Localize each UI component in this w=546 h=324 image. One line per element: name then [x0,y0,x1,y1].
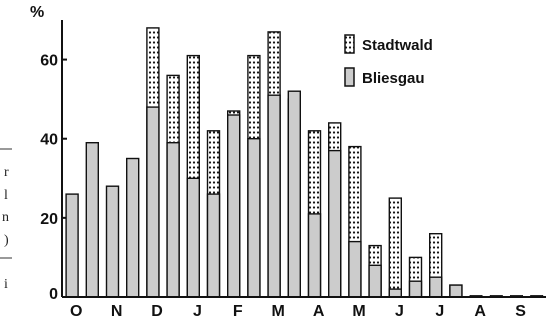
x-tick-label: S [515,303,526,320]
bar-bliesgau-J [186,177,201,298]
y-tick-label: 60 [40,53,58,70]
x-tick-label: M [272,303,285,320]
legend: Stadtwald Bliesgau [344,34,433,87]
margin-fragment: i [4,277,8,292]
margin-fragment: l [4,188,8,203]
x-tick-label: J [435,303,444,320]
bar-bliesgau-D [146,106,160,298]
y-axis: 0 20 40 60 [40,53,67,303]
bar-bliesgau-M [368,264,382,298]
bar-bliesgau-M [287,90,301,298]
x-tick-label: A [313,303,325,320]
x-tick-label: A [474,303,486,320]
legend-swatch-bliesgau [344,67,355,87]
x-tick-label: N [111,303,123,320]
bar-bliesgau-O [65,193,79,298]
margin-fragments: r l n ) i [0,148,12,292]
margin-fragment: n [2,210,9,225]
bar-bliesgau-D [166,141,180,298]
x-tick-label: D [151,303,163,320]
legend-label-bliesgau: Bliesgau [362,70,425,87]
legend-label-stadtwald: Stadtwald [362,37,433,54]
margin-fragment: ) [4,233,9,248]
bar-stadtwald-J [388,197,402,298]
legend-swatch-stadtwald [344,34,355,54]
bar-bliesgau-O [85,141,100,298]
x-tick-label: F [233,303,243,320]
bar-bliesgau-F [226,114,241,298]
bar-bliesgau-M [348,240,362,298]
bar-bliesgau-J [408,280,423,298]
bars [65,27,544,298]
bar-bliesgau-J [429,276,443,298]
bar-bliesgau-N [125,157,140,298]
margin-fragment: r [4,165,9,180]
bar-bliesgau-J [206,193,221,298]
x-tick-label: J [395,303,404,320]
bar-bliesgau-J [388,288,402,298]
bar-bliesgau-J [449,284,463,298]
y-axis-label: % [30,4,44,21]
bar-bliesgau-A [328,149,342,298]
y-tick-label: 0 [49,286,58,303]
bar-bliesgau-A [307,213,322,298]
x-tick-label: J [193,303,202,320]
bar-bliesgau-M [267,94,281,298]
y-tick-label: 20 [40,211,58,228]
bar-bliesgau-N [105,185,120,298]
x-tick-label: M [352,303,365,320]
bar-bliesgau-F [247,137,261,298]
y-tick-label: 40 [40,132,58,149]
x-tick-label: O [70,303,82,320]
